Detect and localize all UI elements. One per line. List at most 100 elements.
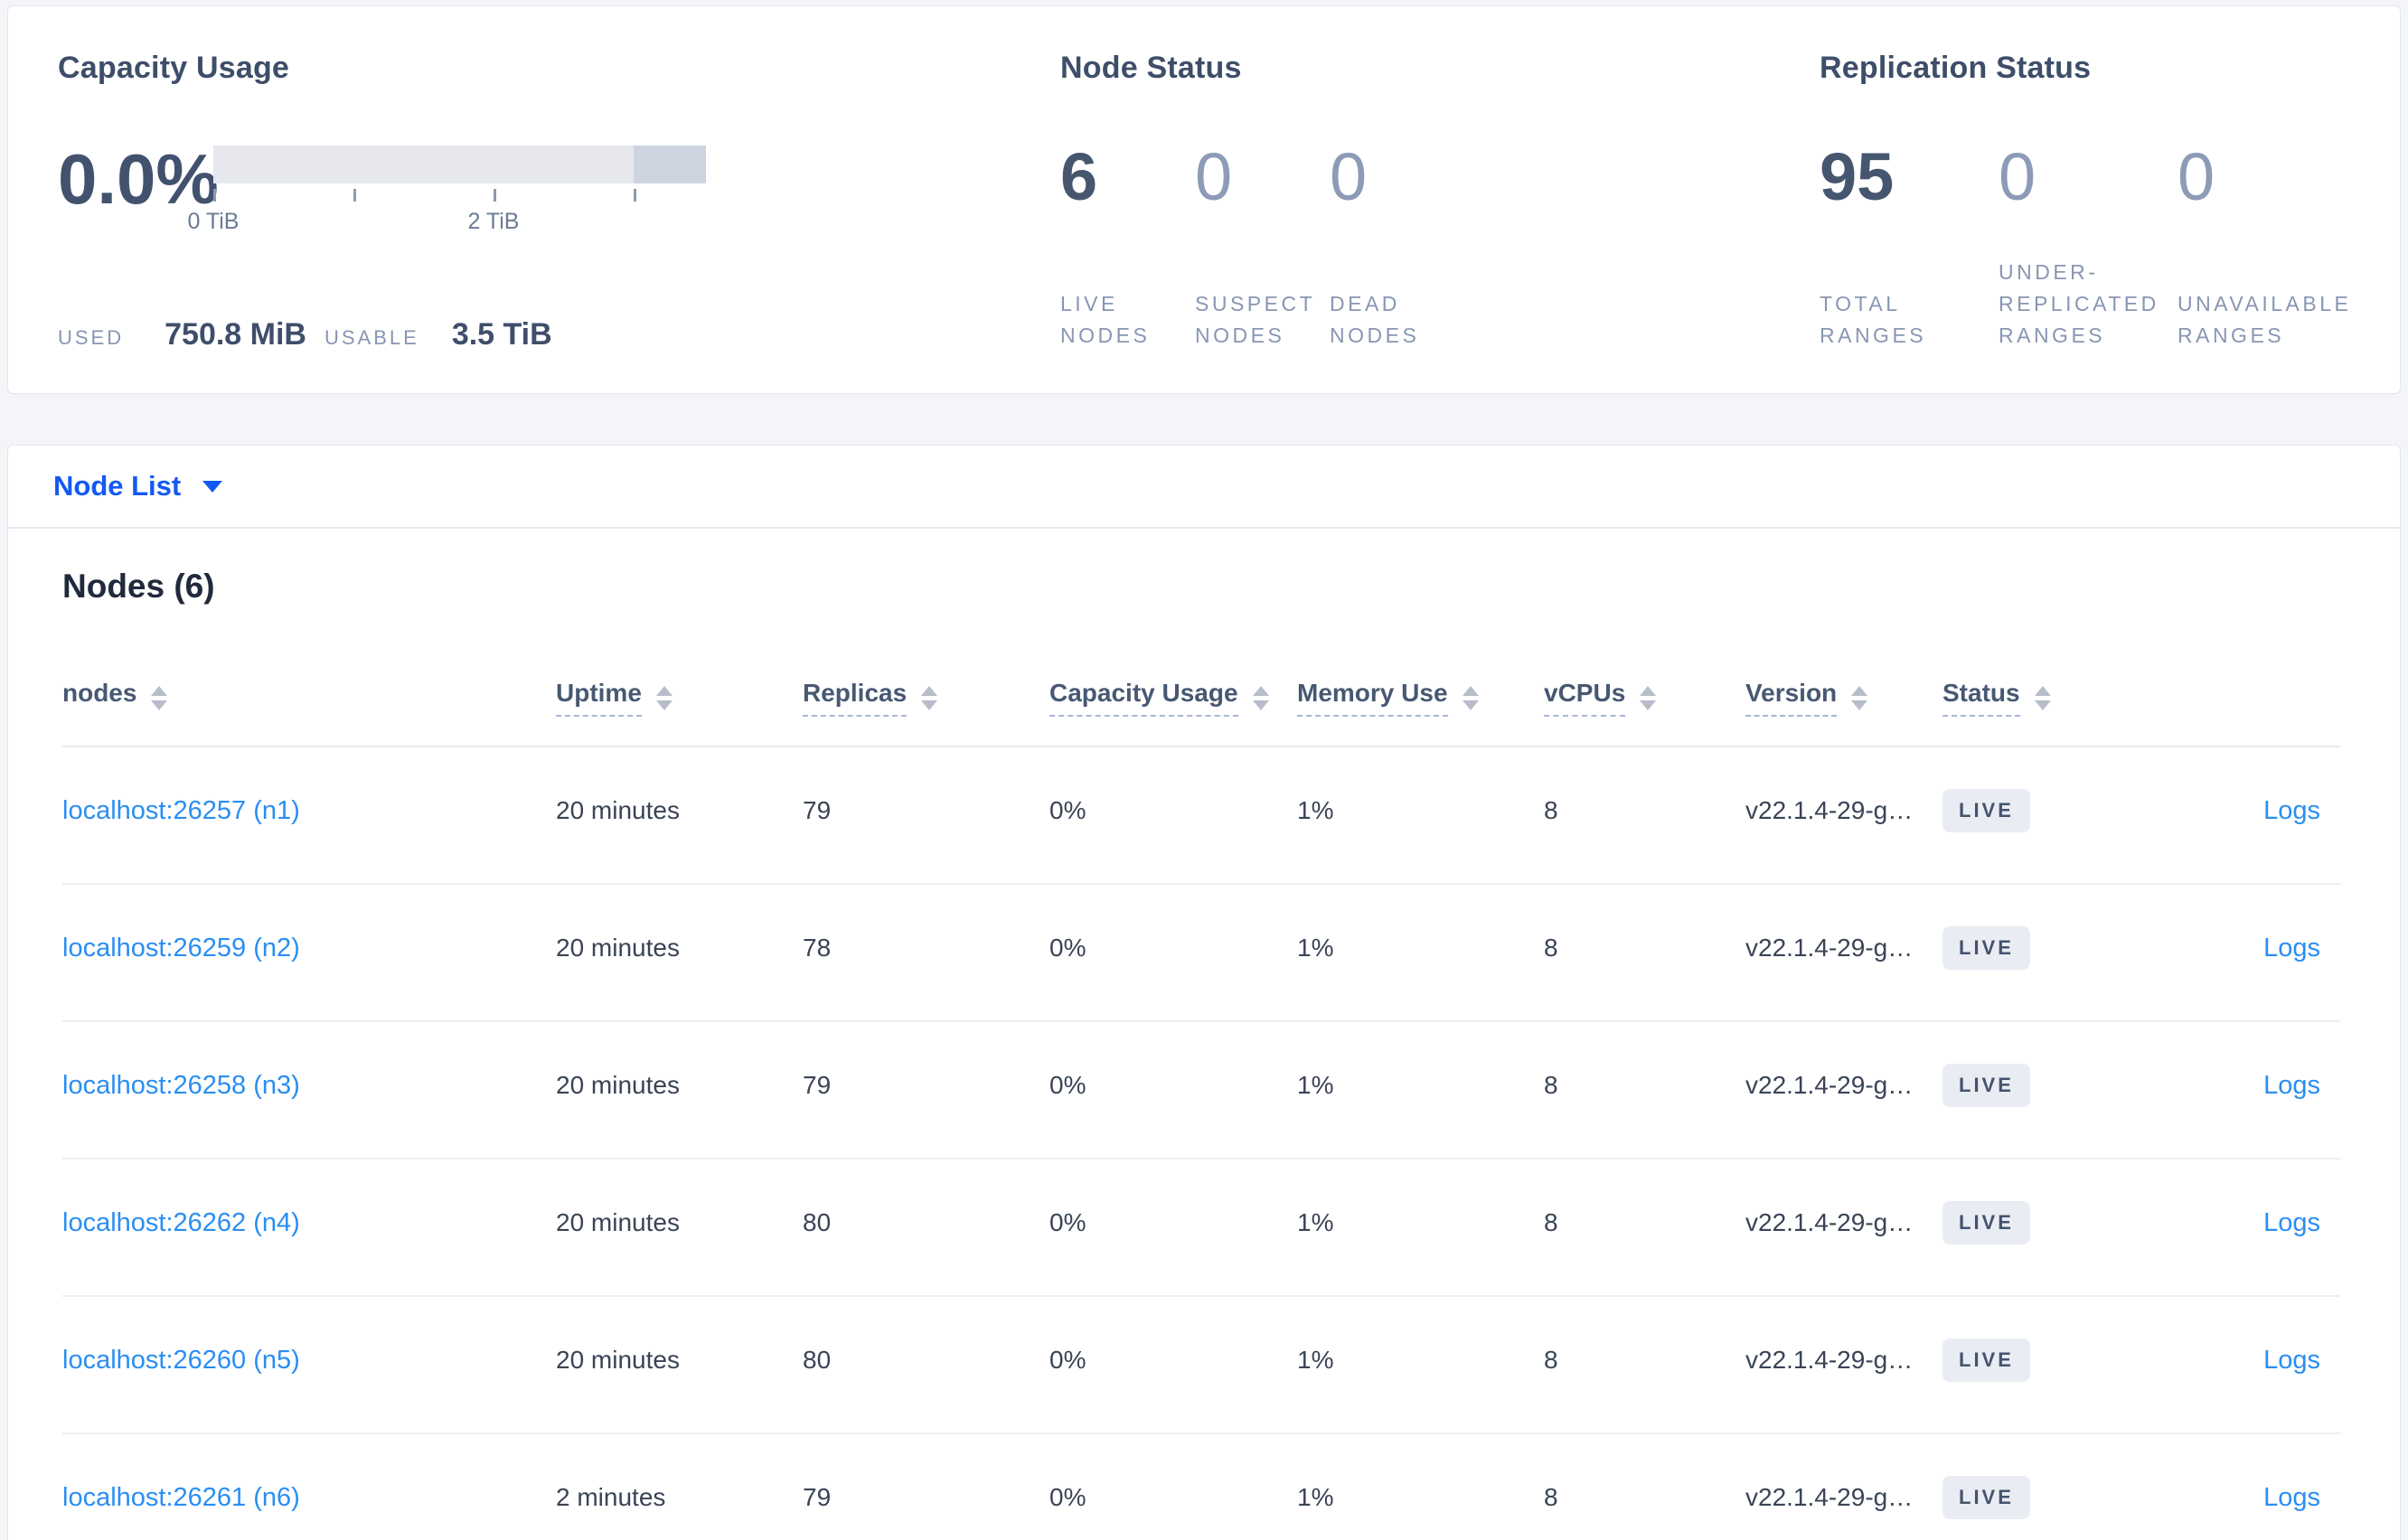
table-row: localhost:26259 (n2) 20 minutes 78 0% 1%… [62, 884, 2340, 1021]
uptime-cell: 2 minutes [556, 1483, 666, 1511]
stat-label: UNDER-REPLICATED RANGES [1999, 260, 2159, 347]
stat-label: UNAVAILABLE RANGES [2178, 292, 2352, 347]
node-list-card: Node List Nodes (6) nodes Uptime Replicas C… [7, 445, 2401, 1540]
capacity-gauge: 0.0% 0 TiB 2 TiB [58, 144, 998, 234]
memory-use-cell: 1% [1297, 934, 1334, 962]
version-cell: v22.1.4-29-g… [1745, 796, 1914, 824]
vcpus-cell: 8 [1544, 1208, 1558, 1236]
column-header-replicas[interactable]: Replicas [803, 606, 1049, 747]
node-link[interactable]: localhost:26261 (n6) [62, 1482, 300, 1512]
version-cell: v22.1.4-29-g… [1745, 1483, 1914, 1511]
version-cell: v22.1.4-29-g… [1745, 1071, 1914, 1099]
replicas-cell: 79 [803, 1483, 832, 1511]
memory-use-cell: 1% [1297, 796, 1334, 824]
used-label: USED [58, 326, 125, 349]
column-header-label: Replicas [803, 679, 908, 717]
nodes-table-section: Nodes (6) nodes Uptime Replicas Capacity Us… [8, 529, 2400, 1540]
replicas-cell: 80 [803, 1208, 832, 1236]
axis-tick [353, 189, 356, 202]
table-row: localhost:26261 (n6) 2 minutes 79 0% 1% … [62, 1433, 2340, 1540]
stat-label: SUSPECT NODES [1195, 292, 1315, 347]
table-row: localhost:26257 (n1) 20 minutes 79 0% 1%… [62, 747, 2340, 884]
column-header-label: vCPUs [1544, 679, 1626, 717]
logs-link[interactable]: Logs [2263, 795, 2320, 825]
usable-value: 3.5 TiB [451, 317, 552, 352]
column-header-label: Uptime [556, 679, 642, 717]
status-badge: LIVE [1942, 926, 2030, 970]
column-header-label: nodes [62, 679, 137, 707]
vcpus-cell: 8 [1544, 1071, 1558, 1099]
stat-column: 95 TOTAL RANGES [1820, 144, 1999, 352]
capacity-usage-title: Capacity Usage [58, 51, 290, 85]
replicas-cell: 78 [803, 934, 832, 962]
status-badge: LIVE [1942, 1338, 2030, 1382]
node-link[interactable]: localhost:26262 (n4) [62, 1207, 300, 1237]
node-status-stats: 6 LIVE NODES 0 SUSPECT NODES 0 DEAD NODE… [1060, 144, 1783, 352]
column-header-status[interactable]: Status [1942, 606, 2157, 747]
cluster-summary-card: Capacity Usage 0.0% 0 TiB 2 TiB USED 750.… [7, 5, 2401, 394]
replication-status-panel: Replication Status 95 TOTAL RANGES 0 UND… [1820, 6, 2398, 393]
replicas-cell: 80 [803, 1346, 832, 1374]
stat-label: LIVE NODES [1060, 292, 1151, 347]
replicas-cell: 79 [803, 1071, 832, 1099]
sort-icon [1462, 686, 1479, 710]
logs-link[interactable]: Logs [2263, 933, 2320, 963]
node-link[interactable]: localhost:26259 (n2) [62, 933, 300, 963]
table-row: localhost:26262 (n4) 20 minutes 80 0% 1%… [62, 1159, 2340, 1296]
stat-label: TOTAL RANGES [1820, 292, 1927, 347]
stat-value: 0 [2178, 139, 2215, 214]
column-header-capacity-usage[interactable]: Capacity Usage [1049, 606, 1297, 747]
uptime-cell: 20 minutes [556, 1346, 680, 1374]
usable-label: USABLE [324, 326, 419, 349]
stat-value: 0 [1330, 139, 1368, 214]
capacity-bar-chart: 0 TiB 2 TiB [188, 144, 706, 234]
capacity-usage-cell: 0% [1049, 796, 1086, 824]
column-header-version[interactable]: Version [1745, 606, 1942, 747]
capacity-usage-cell: 0% [1049, 934, 1086, 962]
logs-link[interactable]: Logs [2263, 1070, 2320, 1100]
capacity-usage-cell: 0% [1049, 1208, 1086, 1236]
node-link[interactable]: localhost:26260 (n5) [62, 1345, 300, 1375]
node-link[interactable]: localhost:26257 (n1) [62, 795, 300, 825]
stat-column: 0 UNDER-REPLICATED RANGES [1999, 144, 2178, 352]
capacity-usage-totals: USED 750.8 MiB USABLE 3.5 TiB [58, 317, 998, 352]
used-value: 750.8 MiB [165, 317, 306, 352]
capacity-bar-track [213, 146, 706, 183]
view-selector-dropdown[interactable]: Node List [53, 470, 223, 502]
vcpus-cell: 8 [1544, 1346, 1558, 1374]
sort-icon [151, 686, 168, 710]
axis-tick [633, 189, 636, 202]
sort-icon [1640, 686, 1657, 710]
status-badge: LIVE [1942, 1201, 2030, 1244]
logs-link[interactable]: Logs [2263, 1482, 2320, 1512]
logs-link[interactable]: Logs [2263, 1345, 2320, 1375]
uptime-cell: 20 minutes [556, 796, 680, 824]
column-header-nodes[interactable]: nodes [62, 606, 556, 747]
uptime-cell: 20 minutes [556, 1208, 680, 1236]
column-header-memory-use[interactable]: Memory Use [1297, 606, 1544, 747]
stat-value: 0 [1999, 139, 2036, 214]
version-cell: v22.1.4-29-g… [1745, 1346, 1914, 1374]
column-header-vcpus[interactable]: vCPUs [1544, 606, 1745, 747]
capacity-bar-axis-labels: 0 TiB 2 TiB [188, 209, 706, 234]
vcpus-cell: 8 [1544, 796, 1558, 824]
stat-column: 6 LIVE NODES [1060, 144, 1195, 352]
column-header-uptime[interactable]: Uptime [556, 606, 803, 747]
axis-tick [493, 189, 496, 202]
nodes-table: nodes Uptime Replicas Capacity Usage Memory … [62, 606, 2340, 1540]
replication-status-stats: 95 TOTAL RANGES 0 UNDER-REPLICATED RANGE… [1820, 144, 2398, 352]
axis-tick-label: 2 TiB [467, 209, 520, 234]
axis-tick [213, 189, 216, 202]
sort-icon [2034, 686, 2051, 710]
node-list-header: Node List [8, 446, 2400, 529]
sort-icon [1252, 686, 1269, 710]
stat-column: 0 UNAVAILABLE RANGES [2178, 144, 2356, 352]
node-status-panel: Node Status 6 LIVE NODES 0 SUSPECT NODES… [1060, 6, 1783, 393]
nodes-count-title: Nodes (6) [62, 568, 215, 605]
stat-label: DEAD NODES [1330, 292, 1420, 347]
node-link[interactable]: localhost:26258 (n3) [62, 1070, 300, 1100]
memory-use-cell: 1% [1297, 1483, 1334, 1511]
table-row: localhost:26260 (n5) 20 minutes 80 0% 1%… [62, 1296, 2340, 1433]
column-header-logs [2157, 606, 2340, 747]
logs-link[interactable]: Logs [2263, 1207, 2320, 1237]
